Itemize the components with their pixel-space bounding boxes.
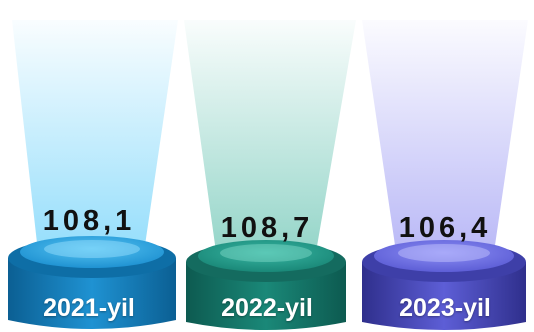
pedestal-top [20, 236, 164, 268]
year-label: 2022-yil [221, 294, 313, 322]
pedestal-2022-graphic [184, 20, 356, 330]
year-label: 2023-yil [399, 294, 491, 322]
pedestal-2023: 106,4 2023-yil [356, 0, 534, 332]
pedestal-2021-graphic [8, 20, 178, 329]
light-beam [184, 20, 356, 252]
light-beam [362, 20, 528, 252]
pedestal-top [198, 240, 334, 272]
pedestal-top [374, 240, 514, 272]
value-label: 106,4 [398, 212, 492, 244]
pedestal-glow [220, 244, 312, 262]
pedestal-2022: 108,7 2022-yil [178, 0, 356, 332]
pedestal-2023-graphic [362, 20, 528, 330]
value-label: 108,1 [42, 205, 136, 237]
pedestal-2021: 108,1 2021-yil [0, 0, 178, 332]
year-label: 2021-yil [43, 294, 135, 322]
pedestal-glow [44, 240, 140, 258]
light-beam [12, 20, 178, 252]
pedestal-base [8, 258, 176, 329]
value-label: 108,7 [220, 212, 314, 244]
pedestal-glow [398, 244, 490, 262]
